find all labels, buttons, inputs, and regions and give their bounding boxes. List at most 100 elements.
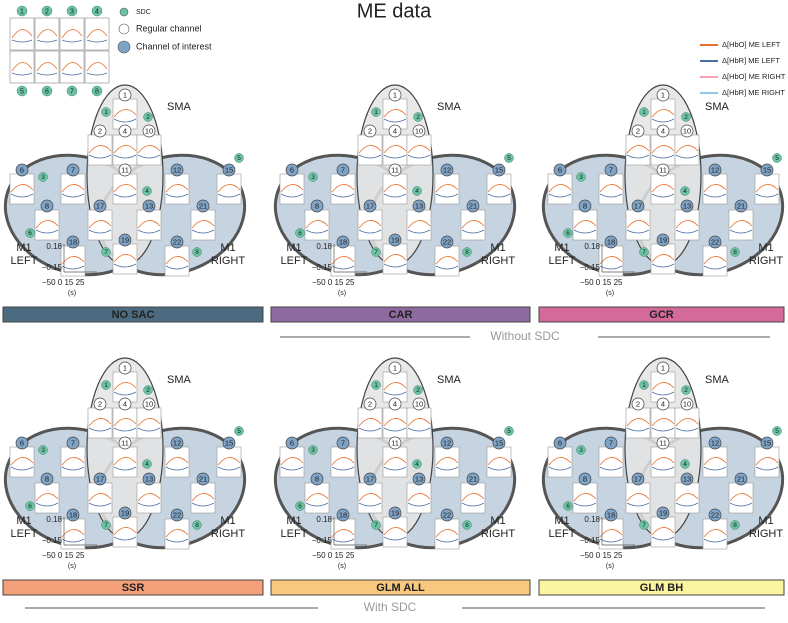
interest-channel xyxy=(336,436,350,450)
mini-curve xyxy=(137,145,161,154)
interest-channel xyxy=(66,436,80,450)
sdc-label: 1 xyxy=(104,109,108,116)
mini-curve xyxy=(651,109,675,118)
sdc-label: 6 xyxy=(566,503,570,510)
interest-channel xyxy=(170,436,184,450)
region-label: M1 xyxy=(286,515,301,527)
sdc-label: 2 xyxy=(416,387,420,394)
mini-curve xyxy=(35,493,59,502)
sdc-label: 3 xyxy=(41,174,45,181)
sdc-marker xyxy=(143,385,153,395)
icon-box xyxy=(34,50,60,84)
region-label: SMA xyxy=(437,374,462,386)
method-label: GCR xyxy=(649,309,674,321)
axis-tick-label: 0.18 xyxy=(316,242,332,251)
mini-curve xyxy=(358,493,382,502)
mini-curve xyxy=(548,184,572,193)
mini-curve xyxy=(358,220,382,229)
sdc-label: 1 xyxy=(642,109,646,116)
sdc-marker xyxy=(462,520,472,530)
regular-channel xyxy=(388,397,402,411)
sdc-marker xyxy=(66,5,78,17)
sdc-marker xyxy=(143,112,153,122)
regular-channel xyxy=(118,124,132,138)
mini-curve xyxy=(10,184,34,193)
regular-channel xyxy=(363,124,377,138)
interest-channel xyxy=(66,163,80,177)
interest-channel xyxy=(604,436,618,450)
axis-tick-label: −0.15 xyxy=(312,263,333,272)
sdc-label: 7 xyxy=(374,249,378,256)
mini-curve xyxy=(191,502,215,507)
region-label: SMA xyxy=(705,374,730,386)
mini-curve xyxy=(573,493,597,502)
icon-curve xyxy=(61,72,83,76)
axis-tick-label: −0.15 xyxy=(580,263,601,272)
sdc-marker xyxy=(91,5,103,17)
mini-curve xyxy=(461,220,485,229)
mini-curve xyxy=(435,529,459,538)
mini-curve xyxy=(61,457,85,466)
sdc-label: 6 xyxy=(566,230,570,237)
sdc-label: 7 xyxy=(70,88,74,95)
axis-tick-label: −50 0 15 25 xyxy=(312,278,355,287)
channel-label: 8 xyxy=(45,201,49,210)
sdc-marker xyxy=(680,186,690,196)
sdc-marker xyxy=(730,520,740,530)
channel-label: 7 xyxy=(71,165,75,174)
mini-curve xyxy=(435,457,459,466)
interest-channel xyxy=(15,436,29,450)
mini-curve xyxy=(573,229,597,234)
sdc-marker xyxy=(41,85,53,97)
interest-channel xyxy=(66,508,80,522)
interest-channel xyxy=(708,508,722,522)
sdc-marker xyxy=(16,5,28,17)
mini-curve xyxy=(165,529,189,538)
icon-box xyxy=(59,50,85,84)
channel-label: 15 xyxy=(495,438,503,447)
interest-channel xyxy=(440,235,454,249)
axis-tick-label: −50 0 15 25 xyxy=(312,551,355,560)
interest-channel xyxy=(680,472,694,486)
mini-curve xyxy=(113,254,137,263)
mini-curve xyxy=(675,154,699,159)
mini-curve xyxy=(703,457,727,466)
mini-curve xyxy=(626,229,650,234)
channel-label: 11 xyxy=(659,438,667,447)
channel-label: 4 xyxy=(393,126,397,135)
sdc-label: 6 xyxy=(298,503,302,510)
mini-curve xyxy=(573,502,597,507)
regular-channel xyxy=(118,436,132,450)
mini-curve xyxy=(407,493,431,502)
sdc-marker xyxy=(101,520,111,530)
interest-channel xyxy=(708,235,722,249)
channel-label: 11 xyxy=(391,438,399,447)
channel-label: 12 xyxy=(443,438,451,447)
sdc-label: 2 xyxy=(146,387,150,394)
sdc-marker xyxy=(101,107,111,117)
sdc-marker xyxy=(563,501,573,511)
regular-channel xyxy=(412,124,426,138)
region-label: SMA xyxy=(705,101,730,113)
channel-label: 8 xyxy=(315,474,319,483)
sdc-label: 2 xyxy=(684,114,688,121)
sdc-marker xyxy=(639,520,649,530)
channel-label: 21 xyxy=(199,474,207,483)
sdc-label: 5 xyxy=(507,155,511,162)
mini-curve xyxy=(113,109,137,118)
mini-curve xyxy=(113,427,137,432)
sdc-marker xyxy=(413,385,423,395)
mini-curve xyxy=(88,154,112,159)
interest-channel xyxy=(760,163,774,177)
region-label: SMA xyxy=(437,101,462,113)
mini-curve xyxy=(358,229,382,234)
mini-curve xyxy=(113,536,137,541)
icon-curve xyxy=(86,72,108,76)
sdc-marker xyxy=(234,153,244,163)
sdc-label: 2 xyxy=(684,387,688,394)
layout-icon: 1 2 3 4 5 6 7 8 xyxy=(9,5,110,97)
regular-channel xyxy=(680,124,694,138)
regular-channel xyxy=(388,361,402,375)
mini-curve xyxy=(651,466,675,471)
mini-curve xyxy=(217,466,241,471)
